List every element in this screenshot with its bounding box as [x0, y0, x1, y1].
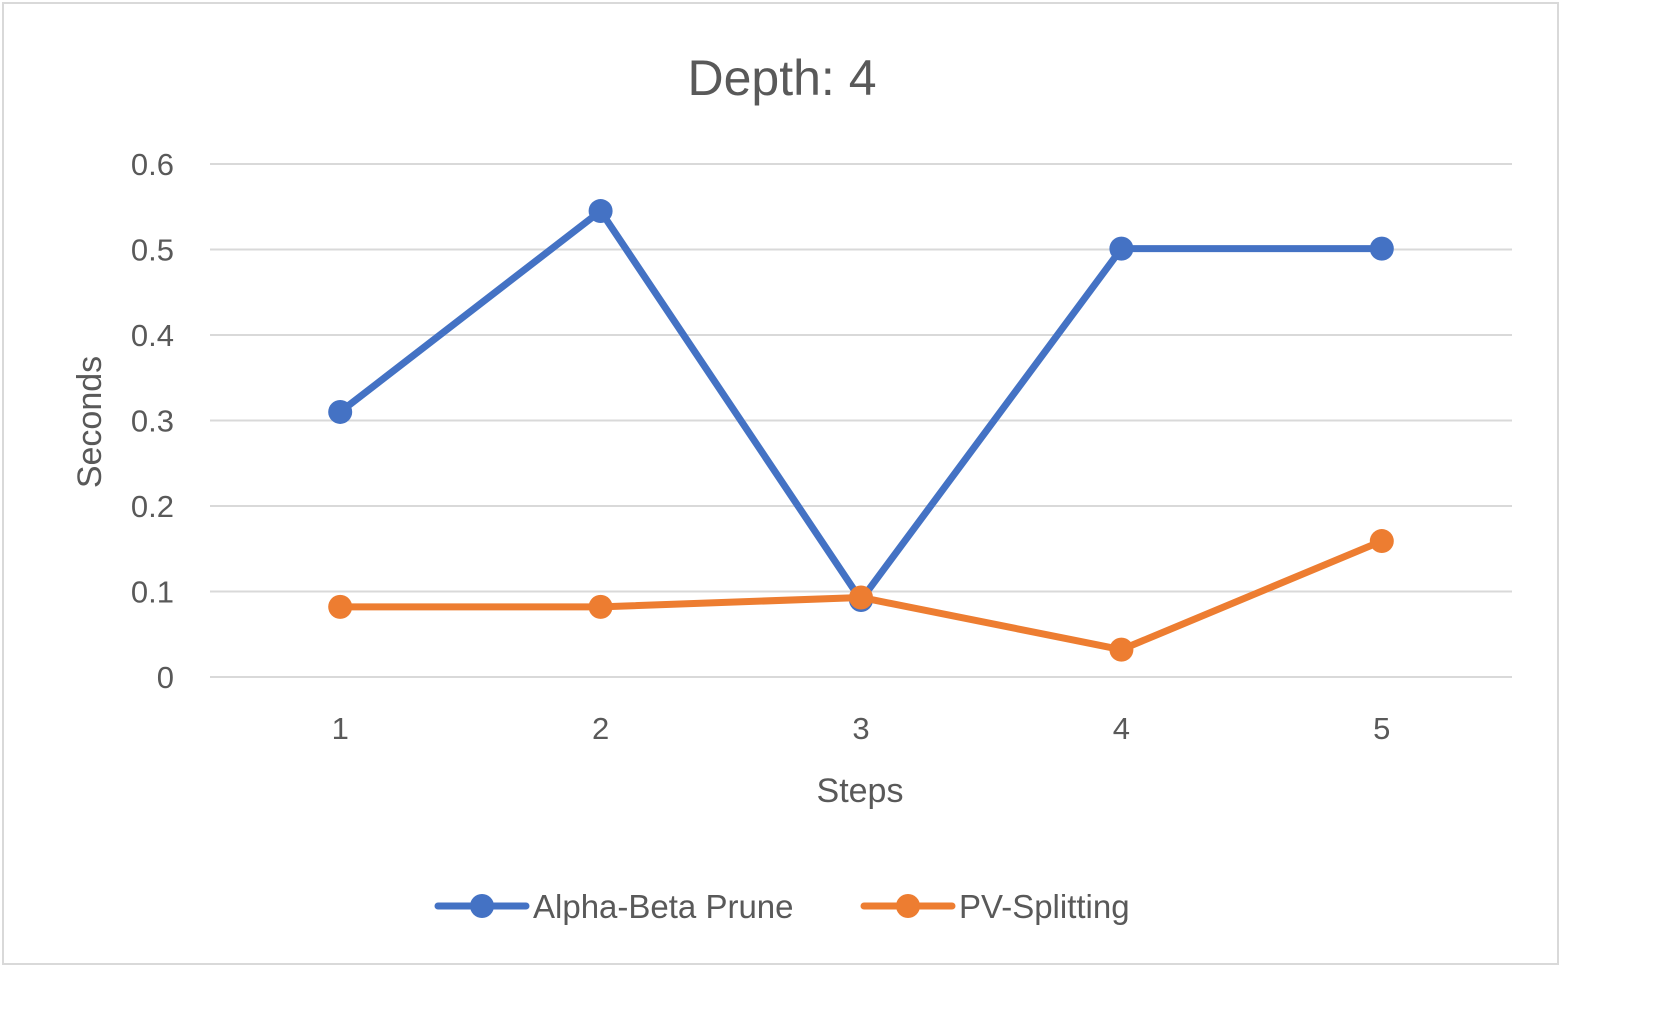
y-tick-label: 0.4: [131, 318, 174, 353]
legend-item: Alpha-Beta Prune: [434, 888, 794, 925]
data-point: [328, 594, 353, 619]
legend-item: PV-Splitting: [860, 888, 1130, 925]
data-point: [328, 399, 353, 424]
x-tick-label: 2: [592, 711, 609, 746]
y-tick-label: 0.5: [131, 233, 174, 268]
x-tick-label: 5: [1373, 711, 1390, 746]
y-tick-label: 0.1: [131, 575, 174, 610]
chart-title: Depth: 4: [687, 50, 876, 106]
data-point: [1369, 529, 1394, 554]
y-axis-title: Seconds: [71, 356, 109, 488]
gridlines: [210, 163, 1512, 678]
data-point: [588, 199, 613, 224]
x-axis-title: Steps: [817, 772, 904, 810]
series-layer: [328, 199, 1394, 662]
x-tick-label: 4: [1113, 711, 1130, 746]
data-point: [1109, 637, 1134, 662]
series-2: [328, 529, 1394, 662]
series-line: [336, 207, 1386, 604]
line-chart: Depth: 4 0 0.1 0.2 0.3 0.4 0.5 0.6 1 2 3 4 5 Steps…: [71, 50, 1512, 925]
legend-label: Alpha-Beta Prune: [533, 888, 794, 925]
y-tick-label: 0: [157, 660, 174, 695]
data-point: [1369, 236, 1394, 261]
legend: Alpha-Beta Prune PV-Splitting: [434, 888, 1130, 925]
data-point: [588, 594, 613, 619]
legend-swatch-marker: [896, 894, 920, 918]
legend-label: PV-Splitting: [959, 888, 1130, 925]
y-tick-label: 0.3: [131, 404, 174, 439]
x-tick-label: 1: [332, 711, 349, 746]
series-1: [328, 199, 1394, 613]
legend-swatch-marker: [470, 894, 494, 918]
y-axis-ticks: 0 0.1 0.2 0.3 0.4 0.5 0.6: [131, 147, 174, 695]
y-tick-label: 0.6: [131, 147, 174, 182]
data-point: [1109, 236, 1134, 261]
data-point: [849, 585, 873, 610]
x-axis-ticks: 1 2 3 4 5: [332, 711, 1391, 746]
x-tick-label: 3: [852, 711, 869, 746]
y-tick-label: 0.2: [131, 489, 174, 524]
chart-frame: Depth: 4 0 0.1 0.2 0.3 0.4 0.5 0.6 1 2 3 4 5 Steps…: [2, 2, 1559, 965]
